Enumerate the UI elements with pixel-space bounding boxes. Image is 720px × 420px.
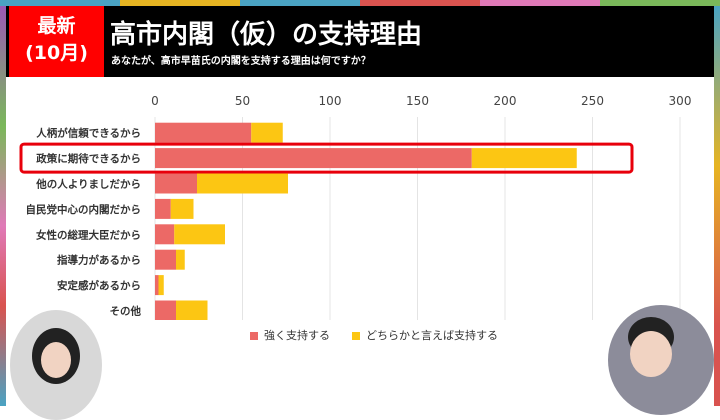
bar-strong-support — [155, 173, 197, 194]
category-label: 指導力があるから — [57, 254, 141, 267]
bar-strong-support — [155, 300, 176, 320]
left-border — [0, 6, 6, 406]
person-face — [630, 331, 672, 377]
webcam-right — [608, 305, 714, 415]
badge-line1: 最新 — [37, 15, 76, 37]
legend-swatch — [352, 332, 360, 340]
x-tick-label: 50 — [235, 94, 250, 108]
legend: 強く支持する どちらかと言えば支持する — [250, 327, 498, 343]
legend-item-somewhat: どちらかと言えば支持する — [352, 327, 498, 343]
bar-somewhat-support — [197, 173, 288, 194]
question-subtitle: あなたが、高市早苗氏の内閣を支持する理由は何ですか？ — [111, 56, 371, 67]
bar-somewhat-support — [158, 275, 164, 296]
latest-badge: 最新 (10月) — [9, 6, 104, 77]
category-label: 人柄が信頼できるから — [36, 127, 141, 140]
bar-somewhat-support — [176, 249, 185, 270]
bar-somewhat-support — [174, 224, 225, 245]
bar-strong-support — [155, 224, 175, 245]
x-tick-label: 200 — [494, 94, 517, 108]
category-label: 他の人よりましだから — [35, 178, 141, 191]
category-label: その他 — [110, 305, 142, 318]
header-bar: 最新 (10月) 高市内閣（仮）の支持理由 あなたが、高市早苗氏の内閣を支持する… — [6, 6, 714, 77]
bar-somewhat-support — [251, 122, 283, 143]
x-tick-label: 250 — [581, 94, 604, 108]
person-face — [41, 342, 71, 378]
x-tick-label: 300 — [669, 94, 692, 108]
bar-strong-support — [155, 249, 176, 270]
bar-somewhat-support — [170, 198, 194, 219]
category-label: 女性の総理大臣だから — [36, 228, 141, 241]
badge-line2: (10月) — [25, 42, 88, 64]
x-tick-label: 100 — [319, 94, 342, 108]
bar-strong-support — [155, 148, 472, 169]
legend-swatch — [250, 332, 258, 340]
x-tick-label: 150 — [406, 94, 429, 108]
legend-label: 強く支持する — [264, 329, 330, 342]
webcam-left — [10, 310, 102, 420]
bar-somewhat-support — [176, 300, 208, 320]
highlight-box — [19, 142, 634, 174]
legend-label: どちらかと言えば支持する — [366, 329, 498, 342]
bar-strong-support — [155, 275, 159, 296]
legend-item-strong: 強く支持する — [250, 327, 330, 343]
color-stripe — [0, 0, 720, 6]
category-label: 自民党中心の内閣だから — [26, 203, 142, 216]
category-label: 政策に期待できるから — [36, 152, 141, 165]
bar-strong-support — [155, 122, 252, 143]
category-label: 安定感があるから — [57, 279, 141, 292]
bar-chart: 0 50 100 150 200 250 300 人柄が信頼できるから政策に期待できるから他の… — [19, 94, 692, 320]
bar-strong-support — [155, 198, 171, 219]
page-title: 高市内閣（仮）の支持理由 — [110, 20, 423, 50]
x-tick-label: 0 — [151, 94, 159, 108]
bar-somewhat-support — [471, 148, 577, 169]
right-border — [714, 6, 720, 406]
